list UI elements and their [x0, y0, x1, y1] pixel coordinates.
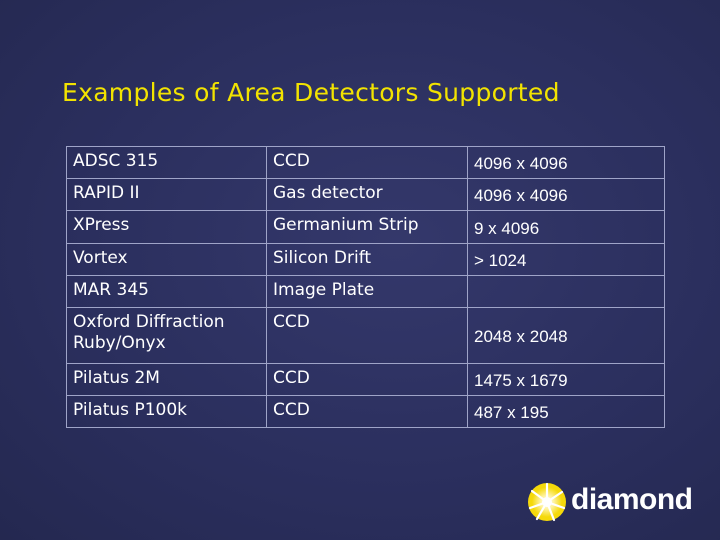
table-row: MAR 345 Image Plate — [66, 275, 665, 308]
diamond-light-source-sunburst-icon — [528, 482, 566, 522]
detector-size-cell: 9 x 4096 — [467, 210, 665, 244]
table-row: Pilatus P100k CCD 487 x 195 — [66, 395, 665, 428]
detector-size-cell: 4096 x 4096 — [467, 146, 665, 179]
detector-model-cell: RAPID II — [66, 178, 267, 211]
table-row: RAPID II Gas detector 4096 x 4096 — [66, 178, 665, 211]
detector-type-cell: Image Plate — [266, 275, 468, 308]
detector-type-cell: CCD — [266, 395, 468, 428]
detector-model-cell: Pilatus 2M — [66, 363, 267, 396]
detector-model-cell: Pilatus P100k — [66, 395, 267, 428]
detector-size-cell: > 1024 — [467, 243, 665, 276]
detector-type-cell: Silicon Drift — [266, 243, 468, 276]
detector-size-cell: 487 x 195 — [467, 395, 665, 428]
table-row: Oxford Diffraction Ruby/Onyx CCD 2048 x … — [66, 307, 665, 364]
detector-type-cell: CCD — [266, 363, 468, 396]
detector-type-cell: Gas detector — [266, 178, 468, 211]
detector-size-cell: 2048 x 2048 — [467, 307, 665, 364]
detector-model-cell: Vortex — [66, 243, 267, 276]
table-row: Pilatus 2M CCD 1475 x 1679 — [66, 363, 665, 396]
detectors-table: ADSC 315 CCD 4096 x 4096 RAPID II Gas de… — [66, 146, 665, 428]
detector-size-cell — [467, 275, 665, 308]
detector-type-cell: CCD — [266, 307, 468, 364]
detector-model-cell: MAR 345 — [66, 275, 267, 308]
detector-model-cell: Oxford Diffraction Ruby/Onyx — [66, 307, 267, 364]
detector-size-cell: 1475 x 1679 — [467, 363, 665, 396]
detector-size-cell: 4096 x 4096 — [467, 178, 665, 211]
table-row: XPress Germanium Strip 9 x 4096 — [66, 210, 665, 244]
diamond-logo-text: diamond — [571, 483, 693, 516]
diamond-logo: diamond — [524, 478, 693, 528]
table-row: ADSC 315 CCD 4096 x 4096 — [66, 146, 665, 179]
slide-title: Examples of Area Detectors Supported — [62, 78, 560, 107]
detector-type-cell: Germanium Strip — [266, 210, 468, 244]
detector-model-cell: XPress — [66, 210, 267, 244]
table-row: Vortex Silicon Drift > 1024 — [66, 243, 665, 276]
detector-model-cell: ADSC 315 — [66, 146, 267, 179]
detector-type-cell: CCD — [266, 146, 468, 179]
